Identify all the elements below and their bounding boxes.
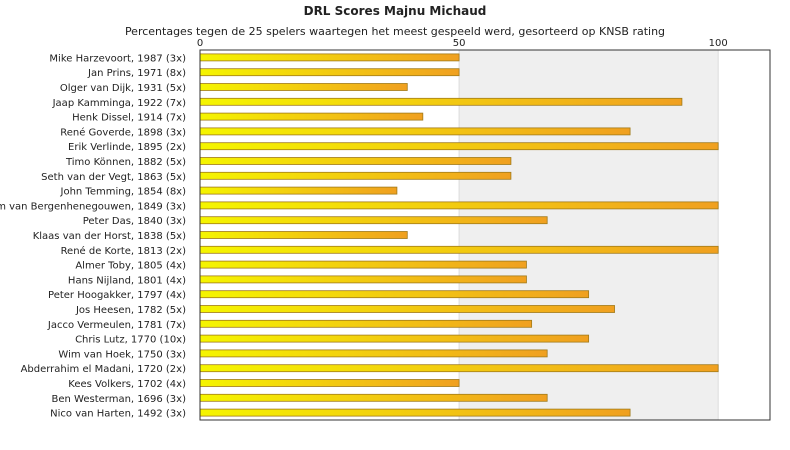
y-tick-label: Wim van Hoek, 1750 (3x) (58, 349, 186, 360)
plot-frame (199, 49, 771, 421)
bar (199, 127, 631, 136)
bar (199, 201, 719, 210)
y-tick-label: Abderrahim el Madani, 1720 (2x) (21, 364, 187, 375)
y-tick-label: Erik Verlinde, 1895 (2x) (68, 142, 186, 153)
bar (199, 290, 590, 299)
y-tick-label: Hans Nijland, 1801 (4x) (68, 275, 186, 286)
y-tick-label: Jos Heesen, 1782 (5x) (75, 305, 186, 316)
y-tick-label: Jan Prins, 1971 (8x) (87, 68, 186, 79)
bar (199, 216, 548, 225)
y-tick-label: Kees Volkers, 1702 (4x) (68, 379, 186, 390)
bar (199, 305, 615, 313)
y-tick-label: Ben Westerman, 1696 (3x) (52, 394, 187, 405)
bar (199, 275, 527, 284)
y-tick-label: René de Korte, 1813 (2x) (61, 245, 187, 257)
y-tick-label: Nico van Harten, 1492 (3x) (50, 409, 186, 420)
bar (199, 53, 460, 62)
bar (199, 393, 548, 402)
y-tick-label: Mike Harzevoort, 1987 (3x) (49, 53, 186, 64)
bar (199, 68, 460, 77)
bar (199, 379, 460, 387)
bar (199, 157, 512, 165)
bar (199, 83, 408, 91)
bar (199, 97, 683, 106)
y-tick-label: Peter Das, 1840 (3x) (83, 216, 186, 227)
y-tick-label: John Temming, 1854 (8x) (60, 187, 187, 198)
y-tick-label: Klaas van der Horst, 1838 (5x) (33, 231, 186, 242)
bar (199, 334, 590, 343)
chart-title: DRL Scores Majnu Michaud (303, 4, 487, 18)
bar (199, 171, 512, 180)
y-tick-label: Almer Toby, 1805 (4x) (75, 261, 186, 272)
x-tick-label: 100 (709, 38, 728, 49)
x-tick-label: 0 (197, 38, 203, 49)
x-tick-label: 50 (453, 38, 466, 49)
y-tick-label: René Goverde, 1898 (3x) (60, 126, 186, 138)
y-tick-label: Jacco Vermeulen, 1781 (7x) (47, 320, 186, 331)
y-tick-label: Jaap Kamminga, 1922 (7x) (52, 98, 186, 109)
y-tick-label: Peter Hoogakker, 1797 (4x) (48, 290, 186, 301)
bar (199, 186, 398, 195)
y-tick-label: Olger van Dijk, 1931 (5x) (60, 83, 186, 94)
bar (199, 260, 527, 269)
bar (199, 319, 533, 328)
chart-subtitle: Percentages tegen de 25 spelers waartege… (124, 25, 666, 38)
bar (199, 349, 548, 358)
y-tick-label: Chris Lutz, 1770 (10x) (75, 335, 186, 346)
y-tick-label: Seth van der Vegt, 1863 (5x) (41, 172, 186, 183)
y-tick-label: Henk Dissel, 1914 (7x) (72, 113, 186, 124)
bar (199, 408, 631, 417)
bar (199, 112, 424, 121)
y-tick-label: Timo Können, 1882 (5x) (65, 157, 186, 168)
y-tick-label: Wim van Bergenhenegouwen, 1849 (3x) (0, 201, 186, 212)
bar (199, 245, 719, 254)
bar (199, 364, 719, 373)
bar (199, 231, 408, 239)
plot-band (459, 50, 719, 420)
bar (199, 142, 719, 151)
